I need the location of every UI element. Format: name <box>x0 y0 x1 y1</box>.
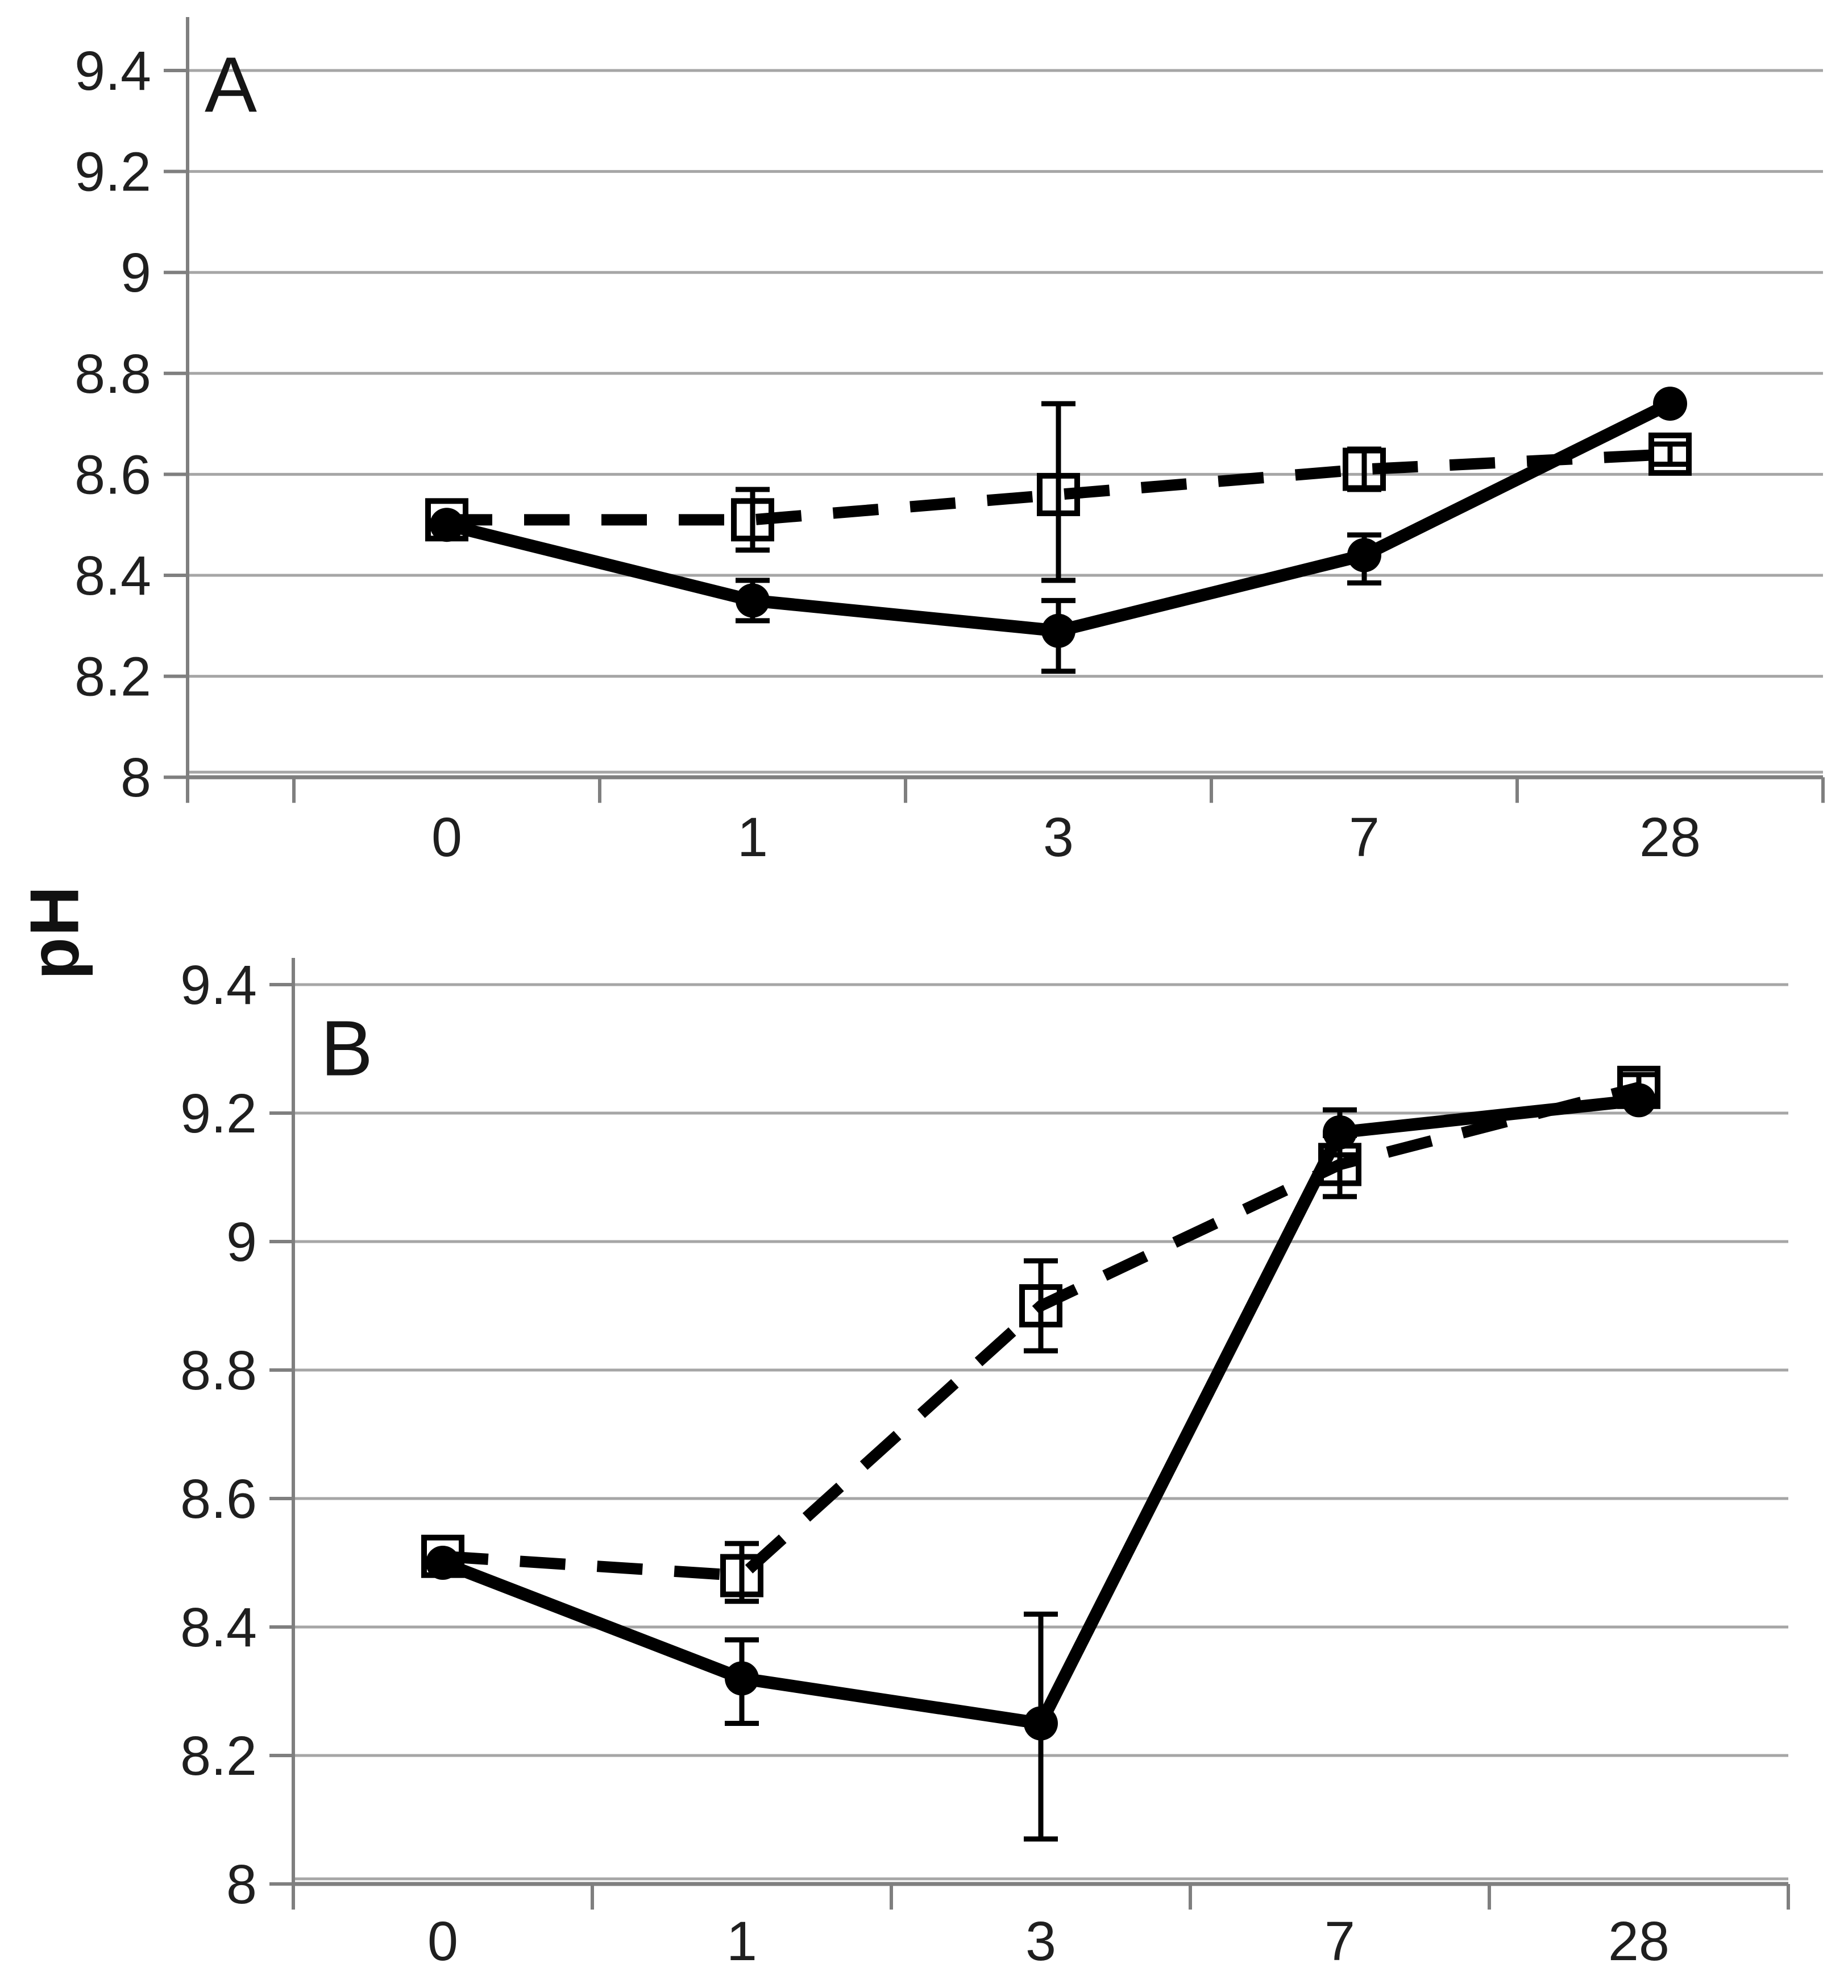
y-tick-label: 8.4 <box>74 545 151 607</box>
x-tick-label: 7 <box>1349 806 1380 868</box>
panel-b-plot: 8 8.2 8.4 8.6 8.8 9 9.2 9.4 0 1 3 7 28 <box>180 954 1790 1972</box>
x-tick-label: 3 <box>1025 1910 1056 1972</box>
dashed-line <box>442 1082 1641 1582</box>
y-tick-label: 8.2 <box>74 646 151 708</box>
x-tick-label: 3 <box>1043 806 1074 868</box>
open-square-marker <box>1343 447 1386 491</box>
open-square-marker <box>720 1554 763 1597</box>
y-tick-label: 9.4 <box>180 954 257 1016</box>
y-tick-label: 8.2 <box>180 1725 257 1787</box>
y-tick-label: 8.4 <box>180 1596 257 1658</box>
filled-circle-marker <box>426 1546 460 1580</box>
panel-b-label: B <box>320 1005 373 1093</box>
y-tick-label: 8.6 <box>180 1468 257 1530</box>
x-tick-label: 28 <box>1639 806 1701 868</box>
series-filled-circle-solid <box>430 387 1687 674</box>
y-tick-label: 8 <box>121 746 151 808</box>
x-tick-label: 7 <box>1324 1910 1355 1972</box>
y-tick-label: 9.2 <box>180 1082 257 1144</box>
x-tick-label: 28 <box>1608 1910 1670 1972</box>
open-square-marker <box>1648 432 1692 476</box>
x-tick-label: 0 <box>431 806 462 868</box>
y-tick-label: 8.6 <box>74 443 151 505</box>
x-tick-label: 0 <box>427 1910 458 1972</box>
panel-a-plot: 8 8.2 8.4 8.6 8.8 9 9.2 9.4 0 1 3 7 28 <box>74 17 1825 868</box>
open-square-marker <box>1019 1284 1062 1327</box>
series-open-square-dashed <box>425 401 1692 583</box>
x-tick-label: 1 <box>737 806 768 868</box>
y-tick-label: 9 <box>226 1211 257 1273</box>
filled-circle-marker <box>725 1661 759 1696</box>
filled-circle-marker <box>736 583 770 618</box>
x-tick-label: 1 <box>726 1910 757 1972</box>
dashed-line <box>447 448 1671 526</box>
open-square-marker <box>731 498 774 542</box>
y-axis-title: pH <box>15 885 93 980</box>
filled-circle-marker <box>1347 538 1381 572</box>
filled-circle-marker <box>1622 1083 1656 1118</box>
y-tick-label: 8.8 <box>74 343 151 405</box>
y-tick-label: 9.4 <box>74 40 151 102</box>
filled-circle-marker <box>430 508 464 542</box>
open-square-marker <box>1037 472 1080 516</box>
y-tick-label: 9.2 <box>74 141 151 203</box>
filled-circle-marker <box>1323 1115 1357 1149</box>
y-tick-label: 9 <box>121 242 151 304</box>
series-filled-circle-solid <box>426 1083 1656 1842</box>
panel-a-label: A <box>204 41 258 129</box>
y-tick-label: 8.8 <box>180 1339 257 1401</box>
filled-circle-marker <box>1041 613 1075 648</box>
y-tick-label: 8 <box>226 1853 257 1915</box>
filled-circle-marker <box>1653 387 1687 421</box>
filled-circle-marker <box>1024 1706 1058 1741</box>
series-open-square-dashed <box>421 1065 1660 1604</box>
